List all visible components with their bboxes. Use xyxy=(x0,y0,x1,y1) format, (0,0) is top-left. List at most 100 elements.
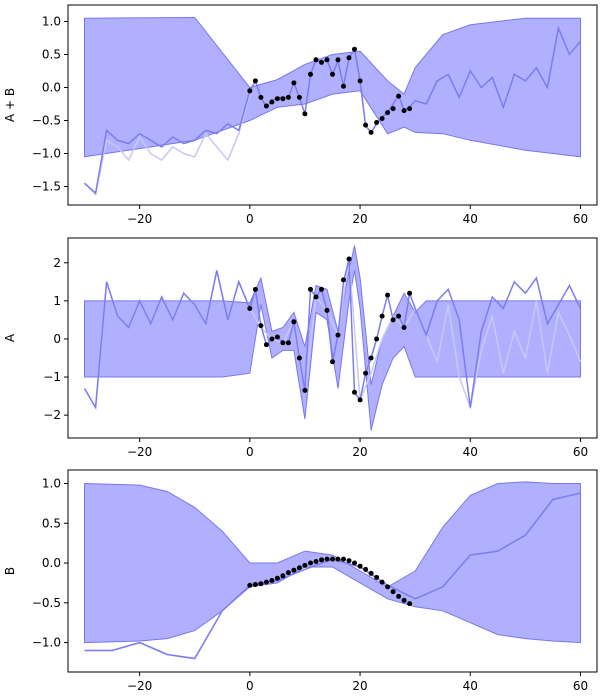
data-point xyxy=(263,103,269,109)
data-point xyxy=(247,306,253,311)
data-point xyxy=(291,319,297,325)
y-tick-label: −1.0 xyxy=(32,636,61,650)
data-point xyxy=(407,290,413,296)
data-point xyxy=(313,57,319,63)
x-tick-label: 20 xyxy=(352,445,367,459)
data-point xyxy=(341,556,346,562)
data-point xyxy=(385,292,391,298)
data-point xyxy=(319,59,324,65)
y-tick-label: 1 xyxy=(53,294,61,308)
data-point xyxy=(385,110,391,116)
x-tick-label: 40 xyxy=(463,445,478,459)
data-point xyxy=(258,323,264,329)
data-point xyxy=(401,597,407,603)
data-point xyxy=(296,355,302,361)
data-point xyxy=(280,96,286,102)
x-tick-label: 40 xyxy=(463,679,478,693)
plot-area xyxy=(83,16,582,196)
subplot-3: −20 0 20 40 60 −1.0 −0.5 0.0 0.5 1.0 B xyxy=(3,469,598,693)
data-point xyxy=(324,556,330,562)
x-tick-label: 20 xyxy=(352,212,367,226)
data-point xyxy=(313,559,319,564)
confidence-band xyxy=(84,245,581,431)
data-point xyxy=(274,575,280,581)
data-point xyxy=(357,563,363,569)
y-tick-label: 0 xyxy=(53,332,61,346)
y-tick-label: −0.5 xyxy=(32,596,61,610)
data-point xyxy=(390,106,396,112)
axes-frame xyxy=(67,469,598,673)
x-tick-label: 0 xyxy=(246,445,254,459)
data-point xyxy=(401,108,407,114)
data-point xyxy=(357,78,363,84)
data-point xyxy=(258,94,264,100)
data-point xyxy=(308,286,313,292)
data-point xyxy=(296,94,302,100)
data-point xyxy=(368,355,374,361)
y-tick-label: −1 xyxy=(43,370,61,384)
data-point xyxy=(390,317,396,323)
data-point xyxy=(280,573,286,579)
data-point xyxy=(285,340,291,346)
confidence-band xyxy=(84,16,581,158)
x-tick-label: −20 xyxy=(127,445,152,459)
y-tick-label: −0.5 xyxy=(32,114,61,128)
y-tick-label: −2 xyxy=(43,408,61,422)
subplot-1: −20 0 20 40 60 −1.5 −1.0 −0.5 0.0 0.5 1.0 A + B xyxy=(3,4,598,226)
data-point xyxy=(308,560,313,566)
data-point xyxy=(247,88,253,94)
data-point xyxy=(346,558,352,564)
data-point xyxy=(285,570,291,576)
data-point xyxy=(330,556,335,562)
axes-frame xyxy=(67,4,598,206)
data-point xyxy=(252,286,258,292)
data-point xyxy=(258,581,264,587)
data-point xyxy=(285,94,291,100)
data-point xyxy=(401,325,407,330)
data-point xyxy=(269,99,275,105)
data-point xyxy=(352,389,357,395)
x-tick-label: 0 xyxy=(246,212,254,226)
x-tick-label: −20 xyxy=(127,679,152,693)
plot-area xyxy=(83,245,582,431)
data-point xyxy=(319,286,324,292)
data-point xyxy=(341,83,346,89)
x-tick-label: 20 xyxy=(352,679,367,693)
data-point xyxy=(368,129,374,135)
data-point xyxy=(396,593,402,599)
data-point xyxy=(269,578,275,583)
data-point xyxy=(302,111,308,117)
data-point xyxy=(379,116,385,121)
data-point xyxy=(346,55,352,61)
data-point xyxy=(269,336,275,342)
data-point xyxy=(263,579,269,585)
data-point xyxy=(252,78,258,84)
y-axis-label: B xyxy=(3,567,17,575)
data-point xyxy=(374,120,380,125)
data-point xyxy=(302,562,308,568)
data-point xyxy=(363,370,369,376)
x-tick-label: 60 xyxy=(573,679,588,693)
data-point xyxy=(302,387,308,393)
y-axis-label: A xyxy=(3,333,17,342)
data-point xyxy=(396,93,402,99)
data-point xyxy=(352,46,357,52)
data-point xyxy=(379,579,385,585)
x-tick-label: 40 xyxy=(463,212,478,226)
y-tick-label: 0.0 xyxy=(42,556,61,570)
data-point xyxy=(324,307,330,313)
data-point xyxy=(274,334,280,340)
y-axis-label: A + B xyxy=(3,88,17,122)
y-tick-label: 2 xyxy=(53,256,61,270)
data-point xyxy=(247,582,253,588)
sample-line xyxy=(83,93,251,196)
data-point xyxy=(280,340,286,346)
data-point xyxy=(385,584,391,590)
data-point xyxy=(363,122,369,128)
x-tick-label: 0 xyxy=(246,679,254,693)
subplot-2: −20 0 20 40 60 −2 −1 0 1 2 A xyxy=(3,237,598,459)
data-point xyxy=(407,601,413,607)
data-point xyxy=(324,57,330,63)
data-point xyxy=(335,57,341,63)
